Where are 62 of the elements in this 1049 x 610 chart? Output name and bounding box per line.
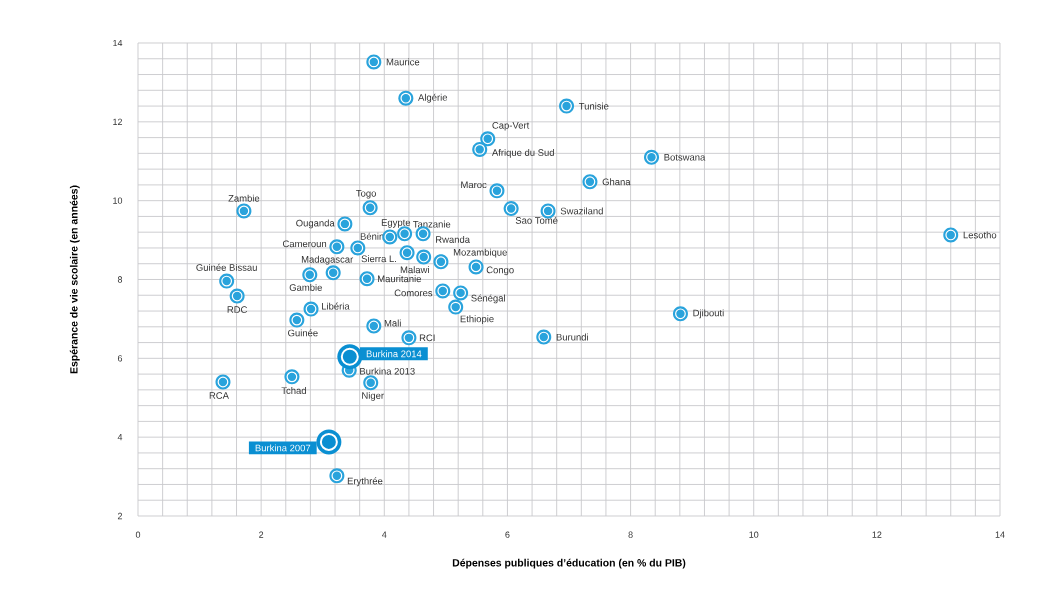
data-label: Ghana [602,178,631,186]
point [337,344,363,370]
data-label: RCA [209,392,229,399]
data-label: Togo [356,190,377,199]
data-label: Congo [486,266,514,276]
data-label: Djibouti [693,309,724,319]
y-tick-label: 2 [117,512,123,520]
y-tick-label: 10 [113,197,123,204]
data-label: Cameroun [282,240,327,248]
x-tick-label: 4 [382,531,387,538]
data-label: Malawi [400,266,429,274]
data-label: Mauritanie [378,275,422,283]
y-tick-label: 12 [113,118,123,125]
data-label: Lesotho [963,231,997,239]
data-label: Guinée [288,329,318,337]
data-label: Comores [394,289,433,297]
data-label: Cap-Vert [492,122,530,131]
data-label: Niger [362,391,384,401]
data-label: Sierra L. [361,255,396,263]
x-tick-label: 6 [505,531,510,538]
data-label: RDC [227,306,248,313]
data-label: Rwanda [436,235,470,243]
x-tick-label: 8 [628,531,633,538]
data-label: Erythrée [347,477,383,487]
data-label: Maurice [386,58,420,66]
data-label: Tchad [281,387,306,395]
data-label: Sénégal [471,294,505,304]
y-tick-label: 8 [117,276,123,283]
data-label: Afrique du Sud [491,149,554,158]
data-label: Botswana [664,154,706,161]
data-label: Madagascar [301,255,354,265]
data-label: RCI [419,334,435,342]
x-tick-label: 12 [872,531,882,538]
data-label: Egypte [381,219,411,228]
data-label: Mozambique [453,248,507,258]
x-tick-label: 0 [135,531,141,538]
data-label: Guinée Bissau [196,263,257,271]
x-tick-label: 2 [259,531,264,538]
data-label: Zambie [228,194,260,202]
data-label: Swaziland [560,207,603,215]
data-label: Burkina 2007 [255,444,311,452]
y-tick-label: 14 [113,39,123,47]
data-label: Tunisie [578,102,609,110]
data-label: Mali [384,319,401,327]
data-label: Burkina 2013 [360,367,415,375]
x-axis-title: Dépenses publiques d’éducation (en % du PIB) [452,558,686,569]
data-label: Algérie [418,93,448,103]
data-label: Gambie [289,283,322,291]
point [316,429,342,455]
data-label: Libéria [322,302,350,310]
data-label: Ethiopie [460,315,494,325]
data-label: Burundi [556,333,588,341]
data-label: Ouganda [296,219,335,229]
y-tick-label: 4 [117,434,123,441]
y-tick-label: 6 [117,355,123,362]
data-label: Maroc [461,181,487,189]
x-tick-label: 14 [995,531,1005,538]
y-axis-title: Espérance de vie scolaire (en années) [69,185,80,374]
x-tick-label: 10 [749,531,759,538]
data-label: Sao Tomé [515,216,558,224]
data-label: Burkina 2014 [366,350,422,358]
data-label: Tanzanie [413,220,451,228]
